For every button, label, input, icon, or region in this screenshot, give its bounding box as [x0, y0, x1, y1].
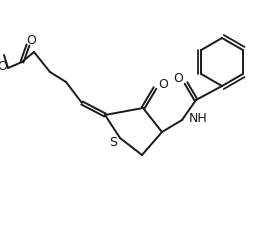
Text: NH: NH: [189, 112, 208, 125]
Text: S: S: [109, 135, 117, 149]
Text: O: O: [173, 72, 183, 85]
Text: O: O: [0, 61, 7, 73]
Text: O: O: [158, 79, 168, 92]
Text: O: O: [26, 33, 36, 47]
